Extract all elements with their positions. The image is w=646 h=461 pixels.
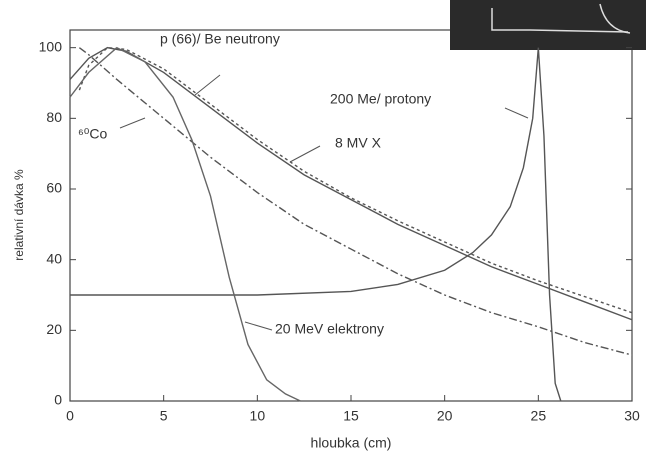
series-line <box>78 47 633 356</box>
series-label: p (66)/ Be neutrony <box>160 31 280 47</box>
series-line <box>70 47 562 402</box>
series-label: 20 MeV elektrony <box>275 321 384 337</box>
inset-image <box>450 0 646 50</box>
y-tick-label: 80 <box>46 109 62 125</box>
x-tick-label: 5 <box>160 408 168 424</box>
x-tick-label: 20 <box>437 408 453 424</box>
x-tick-label: 0 <box>66 408 74 424</box>
leaders <box>119 74 529 331</box>
y-tick-label: 20 <box>46 321 62 337</box>
y-tick-label: 40 <box>46 250 62 266</box>
plot-frame <box>69 29 633 402</box>
y-tick-label: 100 <box>39 38 63 54</box>
x-tick-label: 10 <box>250 408 266 424</box>
x-tick-label: 15 <box>343 408 359 424</box>
series-line <box>69 46 301 402</box>
series-line <box>69 46 633 321</box>
series-label: 8 MV X <box>335 135 382 151</box>
x-axis-label: hloubka (cm) <box>311 435 392 451</box>
y-axis-label: relativní dávka % <box>12 169 26 261</box>
x-tick-label: 30 <box>624 408 640 424</box>
series-label: ⁶⁰Co <box>78 126 107 142</box>
y-tick-label: 0 <box>54 392 62 408</box>
y-tick-label: 60 <box>46 180 62 196</box>
series-label: 200 Me/ protony <box>330 91 431 107</box>
series-line <box>78 46 633 314</box>
x-tick-label: 25 <box>531 408 547 424</box>
